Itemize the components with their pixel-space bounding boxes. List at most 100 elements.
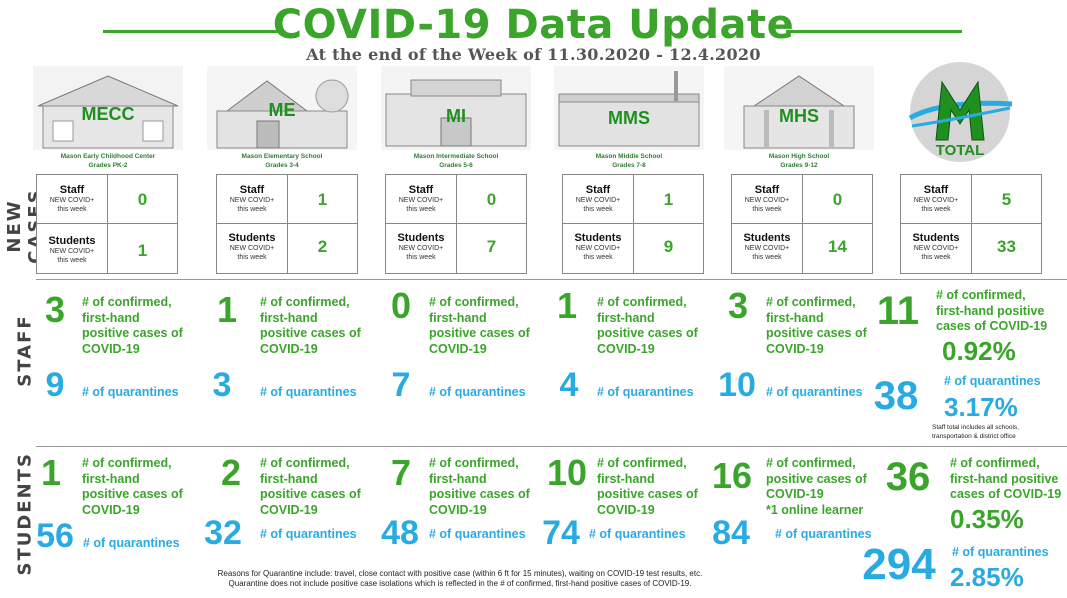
new-students-count: 33 bbox=[997, 237, 1016, 256]
student-quarantine-count: 74 bbox=[542, 514, 580, 552]
staff-confirmed-count: 0 bbox=[390, 285, 412, 326]
building-sketch-mecc bbox=[33, 66, 183, 150]
title-rule-right bbox=[786, 30, 962, 33]
staff-quarantine-count: 9 bbox=[45, 366, 65, 404]
staff-confirmed-label: # of confirmed, first-hand positive cases … bbox=[260, 295, 361, 356]
students-label: Students bbox=[48, 235, 96, 247]
student-confirmed-count: 16 bbox=[711, 455, 753, 496]
school-name: Mason Middle School Grades 7-8 bbox=[595, 153, 663, 169]
school-abbr: MECC bbox=[81, 104, 135, 124]
school-abbr: MI bbox=[446, 106, 466, 126]
new-staff-count: 5 bbox=[1001, 190, 1012, 209]
student-confirmed-count: 7 bbox=[390, 452, 412, 493]
district-logo: TOTAL bbox=[902, 60, 1022, 170]
school-name: Mason Early Childhood Center Grades PK-2 bbox=[60, 153, 156, 169]
staff-confirmed-count: 3 bbox=[727, 285, 749, 326]
staff-confirmed-label: # of confirmed, first-hand positive cases … bbox=[597, 295, 698, 356]
new-students-count: 14 bbox=[828, 237, 847, 256]
building-sketch-me bbox=[207, 66, 357, 150]
student-quarantine-count: 32 bbox=[204, 514, 242, 552]
staff-quarantine-count: 3 bbox=[212, 366, 232, 404]
school-abbr: MMS bbox=[608, 108, 650, 128]
student-confirmed-count: 1 bbox=[40, 452, 62, 493]
school-name: Mason High School Grades 9-12 bbox=[768, 153, 830, 169]
school-header-mecc: MECC Mason Early Childhood Center Grades … bbox=[33, 66, 183, 176]
title-rule-left bbox=[103, 30, 279, 33]
staff-quarantine-count: 4 bbox=[559, 366, 579, 404]
student-confirmed-label: # of confirmed, first-hand positive cases … bbox=[597, 456, 698, 517]
student-confirmed-label: # of confirmed, first-hand positive cases … bbox=[950, 456, 1062, 501]
staff-quarantine-label: # of quarantines bbox=[429, 385, 526, 399]
footer-note: Reasons for Quarantine include: travel, … bbox=[217, 569, 703, 588]
new-students-count: 2 bbox=[317, 237, 328, 256]
student-confirmed-label: # of confirmed, positive cases of COVID-19… bbox=[766, 456, 867, 517]
staff-quarantine-count: 7 bbox=[391, 366, 411, 404]
total-student-quarantine-count: 294 bbox=[862, 540, 936, 589]
student-confirmed-count: 2 bbox=[220, 452, 242, 493]
new-staff-count: 0 bbox=[137, 190, 148, 209]
total-student-quarantine-pct: 2.85% bbox=[950, 562, 1024, 592]
student-quarantine-label: # of quarantines bbox=[952, 545, 1049, 559]
staff-quarantine-label: # of quarantines bbox=[766, 385, 863, 399]
new-students-count: 1 bbox=[137, 241, 148, 260]
student-quarantine-count: 48 bbox=[381, 514, 419, 552]
side-label-staff: STAFF bbox=[14, 314, 36, 387]
total-staff-quarantine-count: 38 bbox=[873, 374, 919, 418]
student-quarantine-label: # of quarantines bbox=[775, 527, 872, 541]
new-cases-box-mecc: Staff NEW COVID+ this week 0 Students NEW C… bbox=[36, 174, 178, 274]
staff-quarantine-count: 10 bbox=[718, 366, 756, 404]
staff-quarantine-label: # of quarantines bbox=[944, 374, 1041, 388]
staff-confirmed-label: # of confirmed, first-hand positive cases … bbox=[82, 295, 183, 356]
total-student-confirmed-count: 36 bbox=[885, 455, 931, 499]
new-staff-count: 0 bbox=[832, 190, 843, 209]
school-name: Mason Elementary School Grades 3-4 bbox=[241, 153, 323, 169]
staff-label: Staff bbox=[59, 184, 85, 196]
new-cases-box-mi: Staff NEW COVID+ this week 0 Students NEW C… bbox=[385, 174, 527, 274]
student-confirmed-count: 10 bbox=[546, 452, 588, 493]
student-quarantine-count: 84 bbox=[712, 514, 750, 552]
new-students-count: 7 bbox=[486, 237, 497, 256]
new-staff-count: 0 bbox=[486, 190, 497, 209]
section-divider-1 bbox=[36, 279, 1067, 280]
school-header-mms: MMS Mason Middle School Grades 7-8 bbox=[554, 66, 704, 176]
new-staff-count: 1 bbox=[663, 190, 674, 209]
new-cases-box-mhs: Staff NEW COVID+ this week 0 Students NEW C… bbox=[731, 174, 873, 274]
staff-confirmed-count: 3 bbox=[44, 289, 66, 330]
school-header-mi: MI Mason Intermediate School Grades 5-6 bbox=[381, 66, 531, 176]
student-quarantine-label: # of quarantines bbox=[429, 527, 526, 541]
staff-total-note: Staff total includes all schools, transpo… bbox=[932, 424, 1019, 440]
logo-m-icon bbox=[908, 62, 1013, 162]
school-abbr: MHS bbox=[779, 106, 819, 126]
student-confirmed-label: # of confirmed, first-hand positive cases … bbox=[260, 456, 361, 517]
new-cases-box-mms: Staff NEW COVID+ this week 1 Students NEW C… bbox=[562, 174, 704, 274]
building-sketch-mhs bbox=[724, 66, 874, 150]
total-staff-confirmed-pct: 0.92% bbox=[942, 336, 1016, 366]
student-quarantine-count: 56 bbox=[36, 517, 74, 555]
student-confirmed-label: # of confirmed, first-hand positive cases … bbox=[82, 456, 183, 517]
staff-confirmed-count: 1 bbox=[556, 285, 578, 326]
section-divider-2 bbox=[36, 446, 1067, 447]
staff-confirmed-label: # of confirmed, first-hand positive cases … bbox=[766, 295, 867, 356]
page-subtitle: At the end of the Week of 11.30.2020 - 1… bbox=[306, 45, 761, 64]
staff-confirmed-label: # of confirmed, first-hand positive cases … bbox=[429, 295, 530, 356]
staff-confirmed-label: # of confirmed, first-hand positive cases … bbox=[936, 288, 1048, 333]
total-staff-quarantine-pct: 3.17% bbox=[944, 392, 1018, 422]
school-header-mhs: MHS Mason High School Grades 9-12 bbox=[724, 66, 874, 176]
staff-confirmed-count: 1 bbox=[216, 289, 238, 330]
total-label: TOTAL bbox=[935, 142, 985, 159]
building-sketch-mi bbox=[381, 66, 531, 150]
new-staff-count: 1 bbox=[317, 190, 328, 209]
staff-quarantine-label: # of quarantines bbox=[597, 385, 694, 399]
school-name: Mason Intermediate School Grades 5-6 bbox=[413, 153, 499, 169]
school-abbr: ME bbox=[268, 100, 296, 120]
student-quarantine-label: # of quarantines bbox=[589, 527, 686, 541]
student-quarantine-label: # of quarantines bbox=[83, 536, 180, 550]
building-sketch-mms bbox=[554, 66, 704, 150]
new-students-count: 9 bbox=[663, 237, 674, 256]
new-cases-box-me: Staff NEW COVID+ this week 1 Students NEW C… bbox=[216, 174, 358, 274]
page-title: COVID-19 Data Update bbox=[272, 2, 795, 48]
student-confirmed-label: # of confirmed, first-hand positive cases … bbox=[429, 456, 530, 517]
total-student-confirmed-pct: 0.35% bbox=[950, 504, 1024, 534]
school-header-me: ME Mason Elementary School Grades 3-4 bbox=[207, 66, 357, 176]
total-staff-confirmed-count: 11 bbox=[876, 289, 920, 333]
